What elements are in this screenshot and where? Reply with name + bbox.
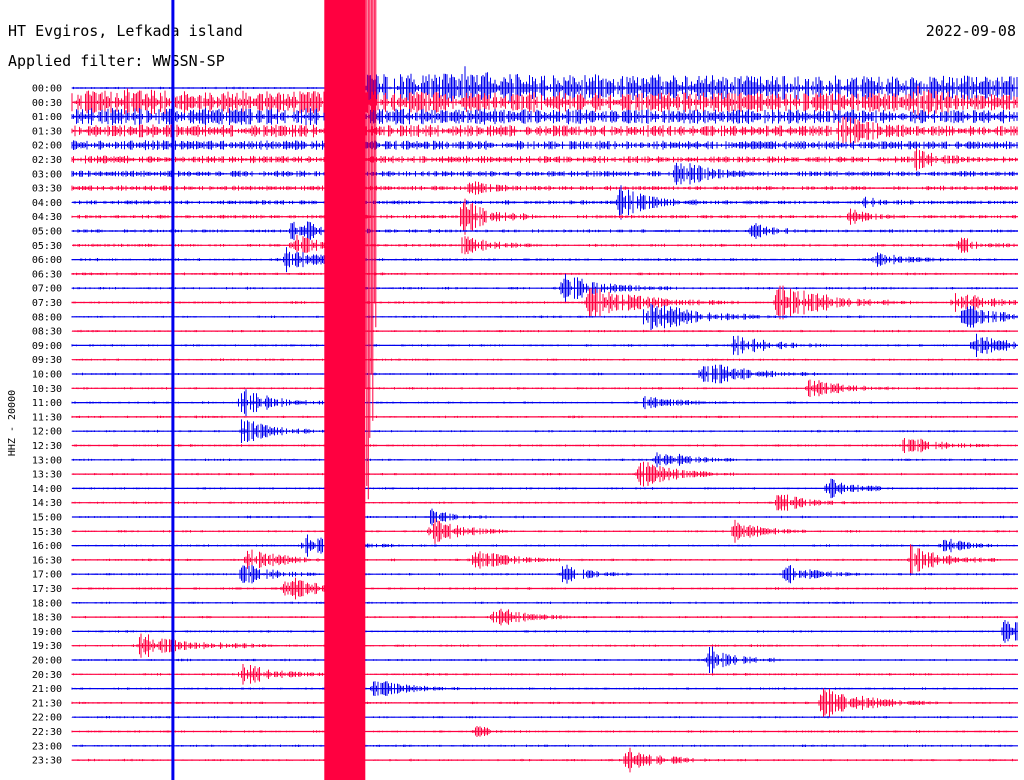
trace-line	[71, 688, 1016, 718]
trace-line	[71, 415, 1018, 419]
time-tick-label: 05:30	[32, 241, 62, 252]
trace-line	[71, 577, 1018, 600]
time-tick-label: 04:00	[32, 198, 62, 209]
time-tick-label: 19:30	[32, 641, 62, 652]
time-tick-label: 06:00	[32, 255, 62, 266]
trace-line	[71, 221, 1018, 241]
time-tick-label: 11:30	[32, 412, 62, 423]
trace-line	[71, 162, 1018, 185]
time-tick-label: 13:00	[32, 455, 62, 466]
time-tick-label: 15:00	[32, 513, 62, 524]
time-tick-label: 09:30	[32, 355, 62, 366]
time-tick-labels: 00:00 00:30 01:00 01:30 02:00 02:30 03:00 03:30…	[32, 84, 62, 767]
trace-line	[71, 620, 1018, 643]
trace-line	[71, 148, 1018, 171]
time-tick-label: 12:00	[32, 427, 62, 438]
trace-line	[71, 273, 1018, 303]
time-tick-label: 20:30	[32, 670, 62, 681]
time-tick-label: 14:00	[32, 484, 62, 495]
time-tick-label: 05:00	[32, 227, 62, 238]
time-tick-label: 07:30	[32, 298, 62, 309]
trace-line	[71, 716, 1018, 719]
quake-tail	[364, 0, 377, 500]
time-tick-label: 21:30	[32, 698, 62, 709]
trace-line	[71, 364, 1018, 384]
trace-line	[71, 564, 1018, 584]
trace-line	[71, 272, 1018, 276]
time-tick-label: 01:00	[32, 112, 62, 123]
trace-line	[71, 285, 1018, 320]
trace-line	[71, 85, 1018, 119]
trace-line	[71, 66, 1018, 110]
trace-line	[71, 247, 1018, 273]
chart-header: HT Evgiros, Lefkada island Applied filte…	[8, 22, 1016, 70]
time-tick-label: 00:00	[32, 84, 62, 95]
time-tick-label: 03:00	[32, 169, 62, 180]
time-tick-label: 08:00	[32, 312, 62, 323]
trace-line	[71, 461, 1018, 487]
time-tick-label: 19:00	[32, 627, 62, 638]
chart-subtitle: Applied filter: WWSSN-SP	[8, 52, 225, 70]
time-tick-label: 17:00	[32, 570, 62, 581]
time-tick-label: 07:00	[32, 284, 62, 295]
time-tick-label: 10:30	[32, 384, 62, 395]
quake-saturation-band	[324, 0, 366, 780]
time-tick-label: 06:30	[32, 269, 62, 280]
time-tick-label: 22:00	[32, 713, 62, 724]
y-axis-label: HHZ - 20000	[7, 390, 18, 456]
trace-line	[71, 379, 1018, 397]
time-tick-label: 16:30	[32, 555, 62, 566]
trace-line	[71, 508, 1018, 526]
time-tick-label: 00:30	[32, 98, 62, 109]
trace-line	[71, 681, 1018, 696]
time-tick-label: 23:00	[32, 741, 62, 752]
time-tick-label: 10:00	[32, 370, 62, 381]
chart-date: 2022-09-08	[926, 22, 1016, 40]
time-tick-label: 03:30	[32, 184, 62, 195]
time-tick-label: 09:00	[32, 341, 62, 352]
time-tick-label: 15:30	[32, 527, 62, 538]
time-tick-label: 21:00	[32, 684, 62, 695]
time-tick-label: 22:30	[32, 727, 62, 738]
trace-line	[71, 185, 1018, 220]
time-tick-label: 01:30	[32, 126, 62, 137]
time-tick-label: 02:30	[32, 155, 62, 166]
trace-line	[71, 181, 1018, 195]
trace-line	[71, 726, 1018, 737]
trace-line	[71, 303, 1018, 331]
trace-line	[71, 438, 1018, 453]
trace-line	[71, 198, 1018, 235]
time-tick-label: 02:00	[32, 141, 62, 152]
trace-line	[71, 646, 1018, 674]
trace-group	[71, 66, 1018, 773]
trace-line	[71, 544, 1018, 576]
time-tick-label: 13:30	[32, 470, 62, 481]
time-tick-label: 18:00	[32, 598, 62, 609]
time-tick-label: 08:30	[32, 327, 62, 338]
trace-line	[71, 389, 1018, 416]
time-tick-label: 23:30	[32, 756, 62, 767]
trace-line	[71, 107, 1018, 126]
trace-line	[71, 116, 1018, 146]
trace-line	[71, 633, 1018, 658]
large-earthquake-signal	[171, 0, 377, 780]
trace-line	[71, 452, 1016, 468]
trace-line	[71, 518, 1018, 544]
trace-line	[71, 358, 1018, 361]
trace-line	[71, 747, 1018, 773]
trace-line	[71, 419, 1018, 443]
trace-line	[71, 329, 1018, 333]
trace-line	[71, 140, 1018, 151]
time-tick-label: 04:30	[32, 212, 62, 223]
time-tick-label: 11:00	[32, 398, 62, 409]
time-tick-label: 16:00	[32, 541, 62, 552]
time-tick-label: 20:00	[32, 656, 62, 667]
chart-title: HT Evgiros, Lefkada island	[8, 22, 243, 40]
time-tick-label: 17:30	[32, 584, 62, 595]
trace-line	[71, 664, 1018, 685]
time-tick-label: 18:30	[32, 613, 62, 624]
time-tick-label: 12:30	[32, 441, 62, 452]
time-tick-label: 14:30	[32, 498, 62, 509]
